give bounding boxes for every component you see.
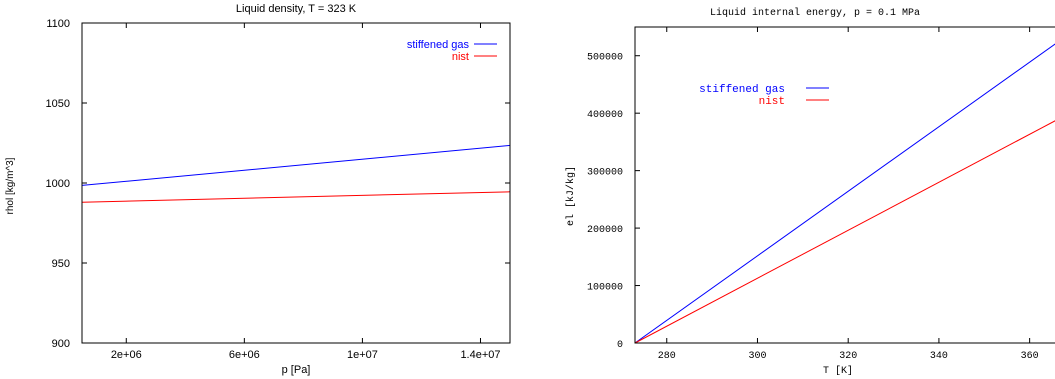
x-tick-label-left: 6e+06 [229, 349, 260, 361]
y-tick-label-left: 950 [52, 258, 70, 270]
series-line-left-nist [81, 191, 511, 203]
chart-left-title: Liquid density, T = 323 K [236, 3, 357, 15]
x-tick-label-right: 300 [748, 351, 766, 362]
y-tick-label-left: 1050 [46, 98, 70, 110]
legend-left-label-nist: nist [452, 51, 469, 63]
chart-right-title: Liquid internal energy, p = 0.1 MPa [710, 7, 920, 19]
y-tick-label-left: 900 [52, 338, 70, 350]
y-tick-label-right: 200000 [587, 225, 623, 236]
chart-right-legend: stiffened gas nist [699, 84, 829, 108]
chart-left-xlabel: p [Pa] [282, 364, 311, 376]
chart-left-ticks: 2e+06 6e+06 1e+07 1.4e+07 900 950 1000 1050 1100 [46, 18, 510, 361]
x-tick-label-right: 340 [930, 351, 948, 362]
legend-right-label-nist: nist [759, 96, 785, 108]
series-line-right-nist [634, 120, 1055, 344]
x-tick-label-left: 2e+06 [111, 349, 142, 361]
x-tick-label-right: 320 [839, 351, 857, 362]
y-tick-label-right: 0 [617, 340, 623, 351]
series-line-right-stiffened-gas [634, 43, 1055, 344]
chart-right-ylabel: el [kJ/kg] [565, 166, 577, 226]
y-tick-label-right: 500000 [587, 53, 623, 64]
y-tick-label-right: 300000 [587, 168, 623, 179]
y-tick-label-right: 100000 [587, 283, 623, 294]
chart-left-plot-frame [81, 22, 511, 344]
legend-left-label-stiffened-gas: stiffened gas [407, 39, 470, 51]
chart-left-ylabel: rhol [kg/m^3] [5, 157, 16, 214]
series-line-left-stiffened-gas [81, 144, 511, 186]
x-tick-label-right: 280 [658, 351, 676, 362]
y-tick-label-left: 1100 [46, 18, 70, 30]
chart-left: Liquid density, T = 323 K rhol [kg/m^3] … [5, 3, 511, 376]
legend-right-label-stiffened-gas: stiffened gas [699, 84, 785, 96]
chart-right-plot-frame [634, 26, 1055, 344]
y-tick-label-right: 400000 [587, 110, 623, 121]
chart-right-xlabel: T [K] [823, 365, 853, 377]
x-tick-label-left: 1.4e+07 [460, 349, 500, 361]
y-tick-label-left: 1000 [46, 178, 70, 190]
x-tick-label-left: 1e+07 [347, 349, 378, 361]
chart-left-legend: stiffened gas nist [407, 39, 497, 63]
chart-right: Liquid internal energy, p = 0.1 MPa el [… [565, 7, 1055, 377]
chart-left-series [81, 144, 511, 203]
chart-right-ticks: 280 300 320 340 360 0 100000 200000 300000 400000… [587, 27, 1039, 362]
x-tick-label-right: 360 [1021, 351, 1039, 362]
chart-right-series [634, 43, 1055, 344]
